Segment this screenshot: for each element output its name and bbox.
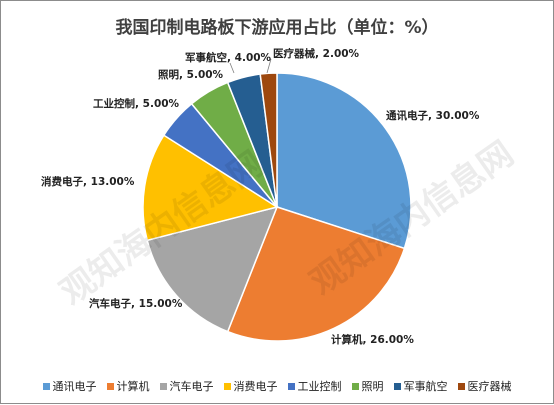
legend-label-7: 军事航空	[403, 380, 448, 393]
legend-swatch-4	[223, 382, 231, 390]
chart-title: 我国印制电路板下游应用占比（单位：%）	[115, 18, 439, 38]
legend-label-8: 医疗器械	[467, 380, 512, 393]
legend-label-6: 照明	[361, 380, 384, 393]
data-label-6: 照明, 5.00%	[158, 69, 224, 81]
data-label-3: 汽车电子, 15.00%	[89, 297, 183, 310]
legend-item-2: 计算机	[106, 378, 150, 394]
leader-line-7	[229, 62, 235, 74]
legend-swatch-7	[393, 382, 401, 390]
legend-label-1: 通讯电子	[52, 380, 97, 393]
legend-swatch-5	[287, 382, 295, 390]
pie-slice-2	[226, 206, 406, 342]
leader-line-8	[266, 58, 272, 74]
legend-swatch-8	[457, 382, 465, 390]
legend-swatch-3	[159, 382, 167, 390]
legend-label-4: 消费电子	[233, 380, 278, 393]
legend-item-6: 照明	[351, 378, 384, 394]
data-label-1: 通讯电子, 30.00%	[386, 109, 480, 122]
legend-swatch-6	[351, 382, 359, 390]
legend-swatch-1	[42, 382, 50, 390]
legend-label-5: 工业控制	[297, 380, 342, 393]
pie-slice-4	[142, 134, 279, 242]
legend-item-4: 消费电子	[223, 378, 278, 394]
legend-item-5: 工业控制	[287, 378, 342, 394]
legend-item-7: 军事航空	[393, 378, 448, 394]
data-label-2: 计算机, 26.00%	[331, 333, 414, 346]
pie-slice-3	[146, 205, 279, 333]
data-label-8: 医疗器械, 2.00%	[273, 47, 360, 60]
pie-slice-1	[276, 72, 412, 250]
data-label-4: 消费电子, 13.00%	[41, 175, 135, 188]
legend-item-3: 汽车电子	[159, 378, 214, 394]
data-label-7: 军事航空, 4.00%	[185, 51, 272, 64]
legend-label-3: 汽车电子	[169, 380, 214, 393]
legend-label-2: 计算机	[116, 380, 150, 393]
data-label-5: 工业控制, 5.00%	[93, 97, 180, 110]
chart-legend: 通讯电子 计算机 汽车电子 消费电子 工业控制 照明 军事航空 医疗器械	[1, 378, 553, 394]
legend-swatch-2	[106, 382, 114, 390]
legend-item-8: 医疗器械	[457, 378, 512, 394]
pie-slice-8	[259, 72, 278, 208]
legend-item-1: 通讯电子	[42, 378, 97, 394]
